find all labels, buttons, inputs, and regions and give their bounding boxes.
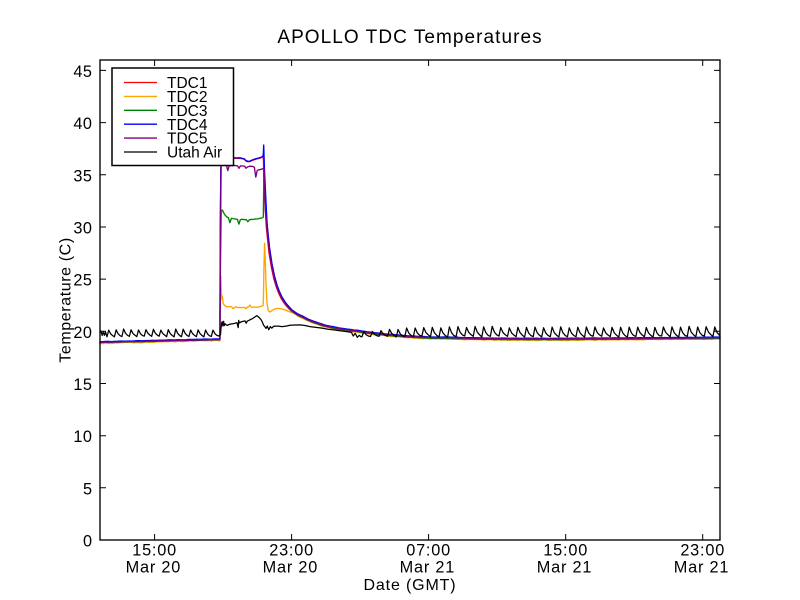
svg-text:TDC4: TDC4 <box>167 117 208 134</box>
svg-text:APOLLO TDC Temperatures: APOLLO TDC Temperatures <box>277 27 542 48</box>
svg-text:Temperature (C): Temperature (C) <box>58 237 75 362</box>
svg-text:45: 45 <box>73 63 92 81</box>
svg-text:15:00: 15:00 <box>132 542 177 560</box>
svg-text:20: 20 <box>73 324 92 342</box>
svg-text:TDC3: TDC3 <box>167 103 207 120</box>
svg-text:35: 35 <box>73 167 92 185</box>
svg-text:23:00: 23:00 <box>680 542 725 560</box>
svg-text:Mar 21: Mar 21 <box>674 559 729 577</box>
svg-text:TDC5: TDC5 <box>167 131 207 148</box>
svg-text:Mar 20: Mar 20 <box>126 559 181 577</box>
svg-text:07:00: 07:00 <box>406 542 451 560</box>
svg-text:23:00: 23:00 <box>269 542 314 560</box>
svg-text:TDC2: TDC2 <box>167 89 207 106</box>
svg-text:0: 0 <box>83 533 93 551</box>
svg-text:Utah Air: Utah Air <box>167 145 222 162</box>
svg-text:TDC1: TDC1 <box>167 75 207 92</box>
svg-text:Date (GMT): Date (GMT) <box>364 577 457 594</box>
svg-text:40: 40 <box>73 115 92 133</box>
svg-text:15: 15 <box>73 376 92 394</box>
svg-text:25: 25 <box>73 272 92 290</box>
svg-text:Mar 20: Mar 20 <box>263 559 318 577</box>
svg-text:Mar 21: Mar 21 <box>400 559 455 577</box>
svg-text:5: 5 <box>83 480 93 498</box>
svg-text:15:00: 15:00 <box>543 542 588 560</box>
svg-text:Mar 21: Mar 21 <box>537 559 592 577</box>
svg-text:30: 30 <box>73 220 92 238</box>
svg-text:10: 10 <box>73 428 92 446</box>
